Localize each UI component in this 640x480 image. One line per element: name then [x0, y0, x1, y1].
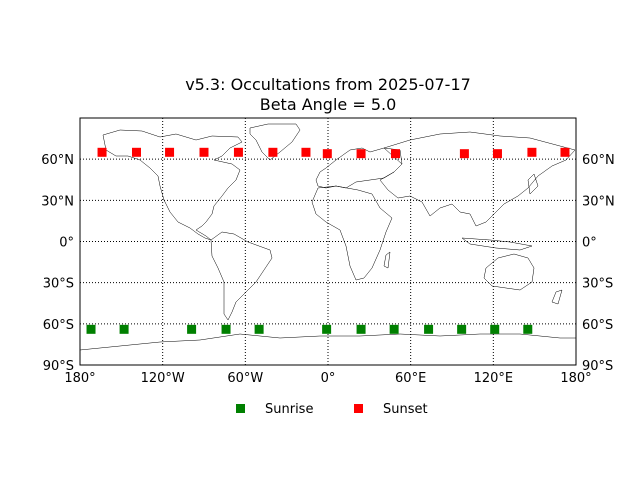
sunset-marker	[301, 147, 311, 157]
x-tick-label: 120°W	[141, 371, 185, 386]
sunset-marker	[233, 147, 243, 157]
sunset-marker	[165, 147, 175, 157]
chart-legend: Sunrise Sunset	[236, 402, 428, 417]
y-tick-label-left: 30°S	[43, 277, 74, 292]
sunset-marker	[268, 147, 278, 157]
sunrise-marker	[490, 324, 500, 334]
occultation-markers	[86, 147, 570, 334]
sunset-marker	[459, 149, 469, 159]
sunrise-marker	[322, 324, 332, 334]
y-tick-label-left: 60°N	[41, 153, 74, 168]
legend-sunrise-marker	[236, 404, 245, 413]
y-tick-label-right: 90°S	[582, 359, 613, 374]
x-tick-label: 120°E	[474, 371, 514, 386]
sunset-marker	[391, 149, 401, 159]
sunrise-marker	[389, 324, 399, 334]
graticule-grid	[80, 118, 576, 365]
sunset-marker	[356, 149, 366, 159]
sunrise-marker	[221, 324, 231, 334]
x-tick-label: 60°W	[227, 371, 263, 386]
sunset-marker	[131, 147, 141, 157]
plot-frame	[79, 117, 577, 366]
sunset-marker	[97, 147, 107, 157]
y-tick-label-right: 60°N	[582, 153, 615, 168]
sunset-marker	[199, 147, 209, 157]
sunset-marker	[492, 149, 502, 159]
y-tick-label-right: 30°S	[582, 277, 613, 292]
sunrise-marker	[424, 324, 434, 334]
legend-sunset-marker	[354, 404, 363, 413]
legend-sunrise-label: Sunrise	[265, 402, 313, 417]
y-tick-label-left: 30°N	[41, 194, 74, 209]
chart-title: v5.3: Occultations from 2025-07-17	[185, 75, 471, 94]
sunrise-marker	[86, 324, 96, 334]
chart-subtitle: Beta Angle = 5.0	[260, 95, 397, 114]
y-tick-label-left: 90°S	[43, 359, 74, 374]
x-tick-label: 180°	[64, 371, 95, 386]
y-tick-label-left: 60°S	[43, 318, 74, 333]
sunrise-marker	[254, 324, 264, 334]
sunset-marker	[560, 147, 570, 157]
y-tick-label-right: 0°	[582, 236, 597, 251]
y-tick-label-right: 60°S	[582, 318, 613, 333]
world-coastlines	[79, 123, 576, 351]
sunrise-marker	[119, 324, 129, 334]
y-tick-label-right: 30°N	[582, 194, 615, 209]
sunrise-marker	[523, 324, 533, 334]
x-tick-label: 0°	[321, 371, 336, 386]
sunrise-marker	[356, 324, 366, 334]
sunset-marker	[527, 147, 537, 157]
legend-sunset-label: Sunset	[383, 402, 428, 417]
x-tick-label: 60°E	[395, 371, 426, 386]
y-tick-label-left: 0°	[59, 236, 74, 251]
axis-ticks: 180° 120°W 60°W 0° 60°E 120°E 180°90°S 90°S60°S…	[41, 153, 615, 386]
sunrise-marker	[457, 324, 467, 334]
sunrise-marker	[187, 324, 197, 334]
x-tick-label: 180°	[560, 371, 591, 386]
sunset-marker	[322, 149, 332, 159]
